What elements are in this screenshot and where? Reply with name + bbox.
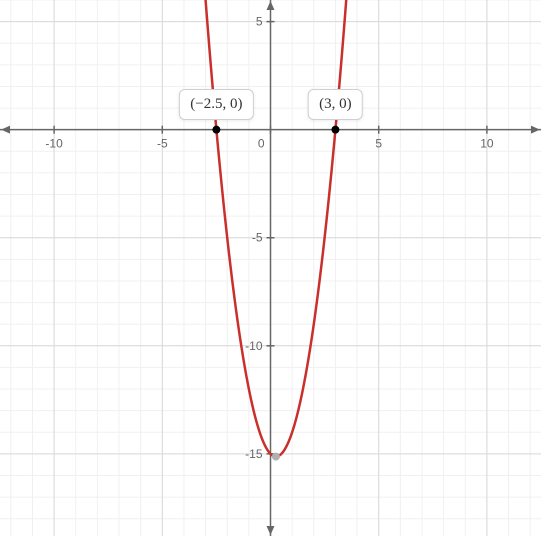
vertex-point bbox=[272, 453, 280, 461]
root-label-1: (3, 0) bbox=[308, 89, 363, 120]
root-label-0: (−2.5, 0) bbox=[179, 89, 253, 120]
svg-text:-5: -5 bbox=[157, 137, 168, 151]
svg-text:5: 5 bbox=[256, 15, 263, 29]
svg-text:5: 5 bbox=[375, 137, 382, 151]
root-point-1 bbox=[331, 126, 339, 134]
parabola-chart: -10 -5 0 5 10 -15 -10 -5 5 bbox=[0, 0, 541, 536]
svg-text:0: 0 bbox=[258, 137, 265, 151]
svg-text:-15: -15 bbox=[245, 447, 263, 461]
svg-text:-10: -10 bbox=[45, 137, 63, 151]
root-point-0 bbox=[212, 126, 220, 134]
svg-text:10: 10 bbox=[480, 137, 494, 151]
svg-text:-10: -10 bbox=[245, 339, 263, 353]
svg-text:-5: -5 bbox=[252, 231, 263, 245]
